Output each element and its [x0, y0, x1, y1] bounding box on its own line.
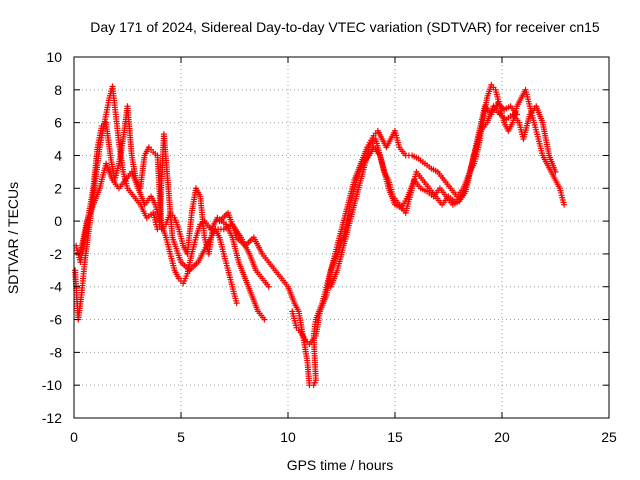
y-tick-label: -6 — [50, 312, 63, 328]
y-tick-label: 8 — [54, 82, 62, 98]
y-tick-label: 2 — [54, 180, 62, 196]
series-track-e — [289, 103, 559, 348]
y-tick-label: 0 — [54, 213, 62, 229]
data-point — [261, 316, 268, 323]
y-tick-label: 4 — [54, 147, 62, 163]
series-track-c — [77, 131, 272, 290]
y-tick-label: 6 — [54, 115, 62, 131]
series-track-d — [216, 81, 568, 389]
y-tick-label: -2 — [50, 246, 63, 262]
data-point — [561, 201, 568, 208]
y-axis-title: SDTVAR / TECUs — [5, 182, 21, 294]
axis-ticks — [73, 56, 610, 419]
data-point — [552, 168, 559, 175]
x-tick-label: 5 — [177, 429, 185, 445]
y-tick-labels: -12 -10 -8 -6 -4 -2 0 2 4 6 8 10 — [42, 49, 62, 426]
x-tick-label: 15 — [387, 429, 403, 445]
y-tick-label: -10 — [42, 377, 62, 393]
series-track-b — [73, 103, 268, 323]
x-tick-label: 25 — [601, 429, 617, 445]
x-tick-label: 0 — [70, 429, 78, 445]
chart-title: Day 171 of 2024, Sidereal Day-to-day VTE… — [90, 19, 600, 35]
y-tick-label: 10 — [46, 49, 62, 65]
y-tick-label: -4 — [50, 279, 63, 295]
x-tick-labels: 0 5 10 15 20 25 — [70, 429, 617, 445]
plot-frame — [73, 56, 610, 419]
series-track-f — [327, 99, 520, 290]
x-tick-label: 20 — [494, 429, 510, 445]
y-tick-label: -8 — [50, 344, 63, 360]
data-point — [513, 111, 520, 118]
y-tick-label: -12 — [42, 410, 62, 426]
x-axis-title: GPS time / hours — [287, 457, 394, 473]
x-tick-label: 10 — [280, 429, 296, 445]
data-point — [233, 300, 240, 307]
data-point — [265, 283, 272, 290]
data-marks — [72, 81, 568, 389]
